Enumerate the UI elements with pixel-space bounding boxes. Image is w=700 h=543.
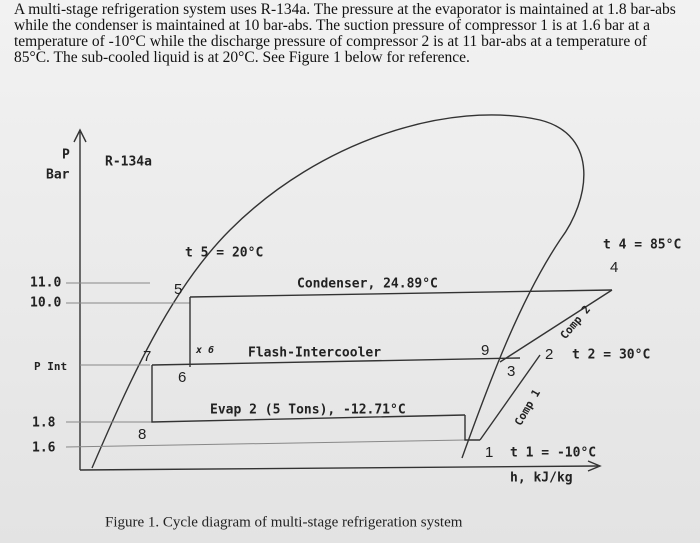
x-axis bbox=[79, 465, 599, 471]
point: 9 bbox=[481, 342, 489, 359]
fluid: R-134a bbox=[105, 155, 152, 170]
point: x 6 bbox=[195, 345, 214, 356]
point: 4 bbox=[610, 259, 618, 276]
point: 1 bbox=[485, 444, 493, 461]
problem-text: A multi-stage refrigeration system uses … bbox=[14, 1, 676, 66]
evaporator-line bbox=[151, 365, 466, 423]
process-label: Condenser, 24.89°C bbox=[297, 277, 438, 292]
superheat bbox=[464, 415, 480, 441]
temperature: t 4 = 85°C bbox=[603, 238, 681, 253]
pressure-label: 1.6 bbox=[32, 441, 56, 456]
process-label: Evap 2 (5 Tons), -12.71°C bbox=[210, 403, 406, 418]
pressure-label: 1.8 bbox=[32, 416, 56, 431]
temperature: t 5 = 20°C bbox=[185, 246, 263, 261]
comp1-line bbox=[479, 354, 541, 441]
comp2-line bbox=[499, 289, 613, 363]
y-unit: Bar bbox=[46, 168, 70, 183]
intercooler-line bbox=[151, 357, 521, 366]
process-label: Flash-Intercooler bbox=[248, 346, 381, 361]
y-symbol: P bbox=[62, 148, 70, 163]
pressure-label: 11.0 bbox=[30, 276, 61, 291]
point: 7 bbox=[143, 348, 151, 365]
point: 8 bbox=[138, 426, 146, 443]
temperature: t 2 = 30°C bbox=[572, 348, 650, 363]
tick bbox=[65, 439, 466, 448]
temperature: t 1 = -10°C bbox=[510, 446, 596, 461]
x-axis-label: h, kJ/kg bbox=[510, 471, 573, 486]
process-label: Comp 1 bbox=[512, 387, 543, 428]
x-arrow bbox=[587, 460, 602, 472]
process-label: Comp 2 bbox=[558, 303, 594, 342]
y-arrow bbox=[73, 128, 87, 143]
pressure-label: P Int bbox=[34, 360, 67, 373]
saturation-dome bbox=[91, 114, 585, 469]
point: 5 bbox=[174, 281, 182, 298]
caption: Figure 1. Cycle diagram of multi-stage r… bbox=[105, 514, 463, 530]
point: 2 bbox=[545, 346, 553, 363]
pressure-label: 10.0 bbox=[30, 296, 61, 311]
point: 3 bbox=[507, 363, 515, 380]
point: 6 bbox=[178, 369, 186, 386]
condenser-line bbox=[189, 289, 613, 298]
